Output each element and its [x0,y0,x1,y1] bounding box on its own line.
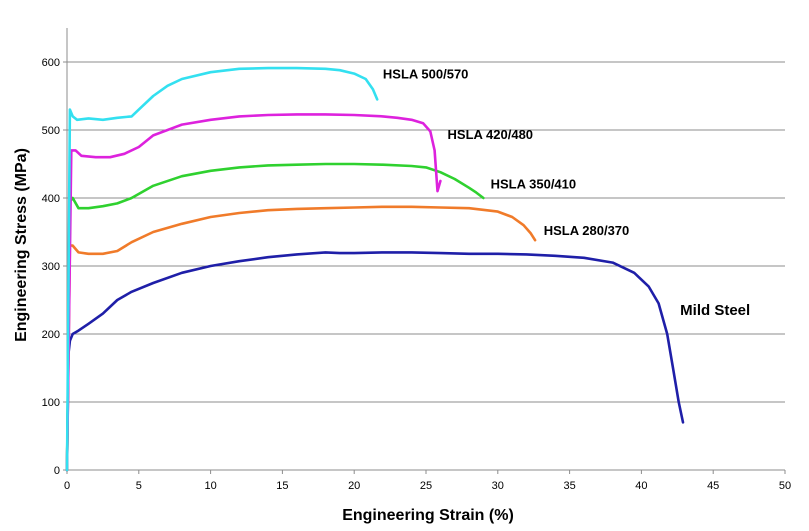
x-axis-title: Engineering Strain (%) [342,507,514,524]
x-tick-label-30: 30 [492,480,504,492]
y-tick-label-400: 400 [42,193,60,205]
y-axis-ticks: 0 100 200 300 400 500 600 [42,57,67,477]
series-label-hsla-280-370: HSLA 280/370 [544,223,630,238]
x-tick-label-10: 10 [204,480,216,492]
series-line-hsla-500-570 [65,66,379,472]
series-label-mild-steel: Mild Steel [680,302,750,319]
x-tick-label-25: 25 [420,480,432,492]
y-axis-title: Engineering Stress (MPa) [13,148,30,342]
series-line-mild-steel [65,251,685,472]
x-tick-label-45: 45 [707,480,719,492]
x-tick-label-35: 35 [563,480,575,492]
series-line-hsla-280-370 [65,205,537,472]
y-tick-label-200: 200 [42,329,60,341]
x-axis-ticks: 0 5 10 15 20 25 30 35 40 45 50 [64,470,791,492]
series-line-hsla-420-480 [65,113,442,472]
series-lines [65,66,685,472]
x-tick-label-15: 15 [276,480,288,492]
x-tick-label-20: 20 [348,480,360,492]
y-tick-label-300: 300 [42,261,60,273]
series-line-hsla-350-410 [65,162,485,472]
x-tick-label-5: 5 [136,480,142,492]
y-tick-label-600: 600 [42,57,60,69]
series-labels: HSLA 500/570 HSLA 420/480 HSLA 350/410 HSLA… [383,67,750,320]
x-tick-label-0: 0 [64,480,70,492]
y-tick-label-0: 0 [54,465,60,477]
series-label-hsla-350-410: HSLA 350/410 [491,177,577,192]
gridlines [67,61,785,403]
y-tick-label-100: 100 [42,397,60,409]
y-tick-label-500: 500 [42,125,60,137]
series-label-hsla-420-480: HSLA 420/480 [448,127,534,142]
x-tick-label-40: 40 [635,480,647,492]
x-tick-label-50: 50 [779,480,791,492]
series-label-hsla-500-570: HSLA 500/570 [383,67,469,82]
